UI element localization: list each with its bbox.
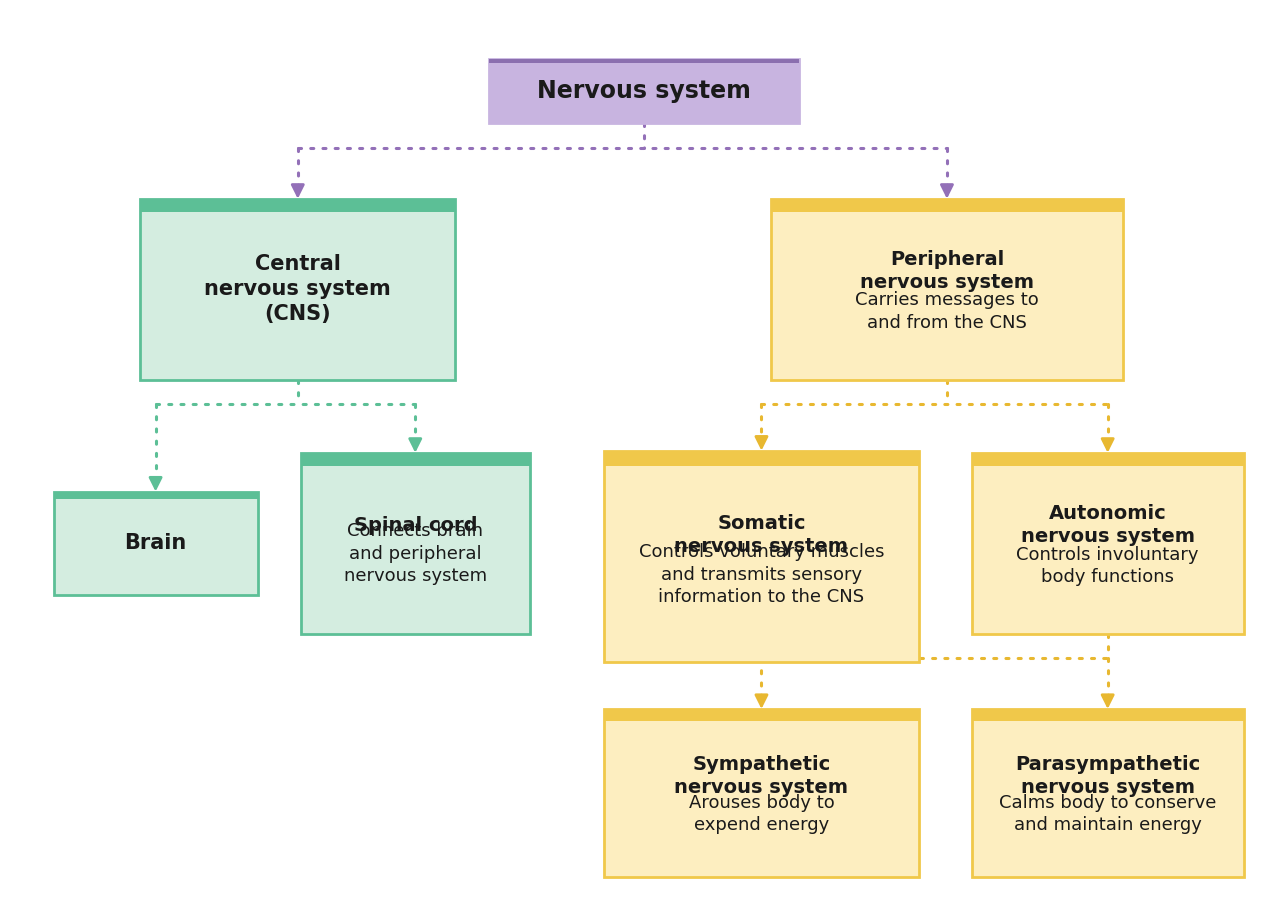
FancyBboxPatch shape [604, 709, 920, 721]
FancyBboxPatch shape [604, 450, 920, 662]
Text: Controls voluntary muscles
and transmits sensory
information to the CNS: Controls voluntary muscles and transmits… [639, 544, 885, 605]
Text: Carries messages to
and from the CNS: Carries messages to and from the CNS [855, 292, 1039, 332]
FancyBboxPatch shape [770, 199, 1123, 379]
Text: Autonomic
nervous system: Autonomic nervous system [1020, 504, 1195, 546]
Text: Somatic
nervous system: Somatic nervous system [675, 514, 849, 556]
FancyBboxPatch shape [301, 453, 529, 466]
FancyBboxPatch shape [140, 199, 456, 212]
FancyBboxPatch shape [604, 709, 920, 877]
FancyBboxPatch shape [489, 59, 799, 64]
FancyBboxPatch shape [54, 492, 258, 595]
Text: Calms body to conserve
and maintain energy: Calms body to conserve and maintain ener… [999, 794, 1216, 834]
FancyBboxPatch shape [971, 709, 1244, 877]
Text: Sympathetic
nervous system: Sympathetic nervous system [675, 755, 849, 797]
Text: Parasympathetic
nervous system: Parasympathetic nervous system [1015, 755, 1200, 797]
FancyBboxPatch shape [301, 453, 529, 633]
Text: Controls involuntary
body functions: Controls involuntary body functions [1016, 545, 1199, 586]
FancyBboxPatch shape [971, 453, 1244, 466]
Text: Central
nervous system
(CNS): Central nervous system (CNS) [205, 255, 392, 324]
Text: Arouses body to
expend energy: Arouses body to expend energy [689, 794, 835, 834]
Text: Spinal cord: Spinal cord [353, 516, 477, 535]
Text: Brain: Brain [125, 533, 187, 553]
FancyBboxPatch shape [770, 199, 1123, 212]
FancyBboxPatch shape [489, 59, 799, 124]
Text: Peripheral
nervous system: Peripheral nervous system [860, 250, 1034, 292]
FancyBboxPatch shape [140, 199, 456, 379]
FancyBboxPatch shape [971, 453, 1244, 633]
Text: Connects brain
and peripheral
nervous system: Connects brain and peripheral nervous sy… [344, 522, 487, 585]
FancyBboxPatch shape [971, 709, 1244, 721]
Text: Nervous system: Nervous system [537, 79, 751, 103]
FancyBboxPatch shape [604, 450, 920, 466]
FancyBboxPatch shape [54, 492, 258, 499]
